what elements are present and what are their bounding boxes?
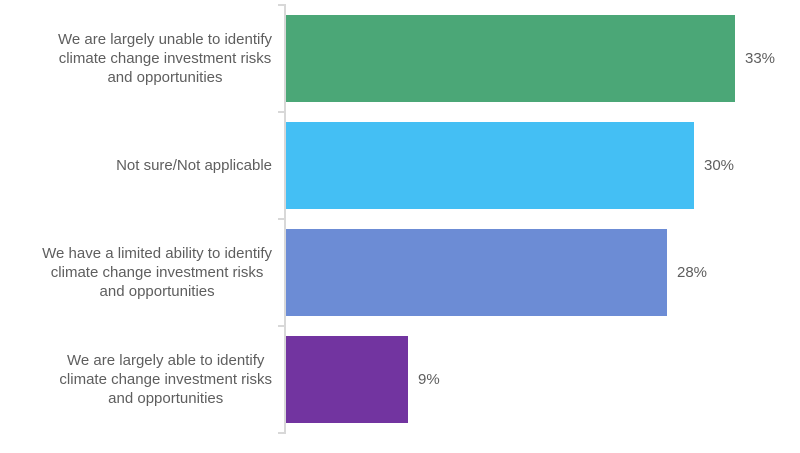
bar	[286, 15, 735, 102]
bar	[286, 229, 667, 316]
axis-tick	[278, 432, 284, 434]
category-label: We have a limited ability to identify cl…	[42, 245, 272, 300]
bar	[286, 336, 408, 423]
category-label-wrap: Not sure/Not applicable	[116, 122, 272, 209]
value-label: 9%	[418, 371, 440, 388]
value-label: 33%	[745, 50, 776, 67]
bar-row: Not sure/Not applicable 30%	[0, 122, 800, 209]
axis-tick	[278, 218, 284, 220]
axis-tick	[278, 325, 284, 327]
bar-row: We are largely able to identify climate …	[0, 336, 800, 423]
category-label: We are largely able to identify climate …	[59, 352, 272, 407]
y-axis-line	[284, 4, 286, 434]
category-label-wrap: We have a limited ability to identify cl…	[42, 229, 272, 316]
bar	[286, 122, 694, 209]
category-label: Not sure/Not applicable	[116, 157, 272, 174]
axis-tick	[278, 4, 284, 6]
bar-row: We are largely unable to identify climat…	[0, 15, 800, 102]
value-label: 28%	[677, 264, 708, 281]
bar-row: We have a limited ability to identify cl…	[0, 229, 800, 316]
axis-tick	[278, 111, 284, 113]
category-label-wrap: We are largely able to identify climate …	[59, 336, 272, 423]
category-label: We are largely unable to identify climat…	[57, 31, 272, 86]
category-label-wrap: We are largely unable to identify climat…	[58, 15, 272, 102]
value-label: 30%	[704, 157, 735, 174]
